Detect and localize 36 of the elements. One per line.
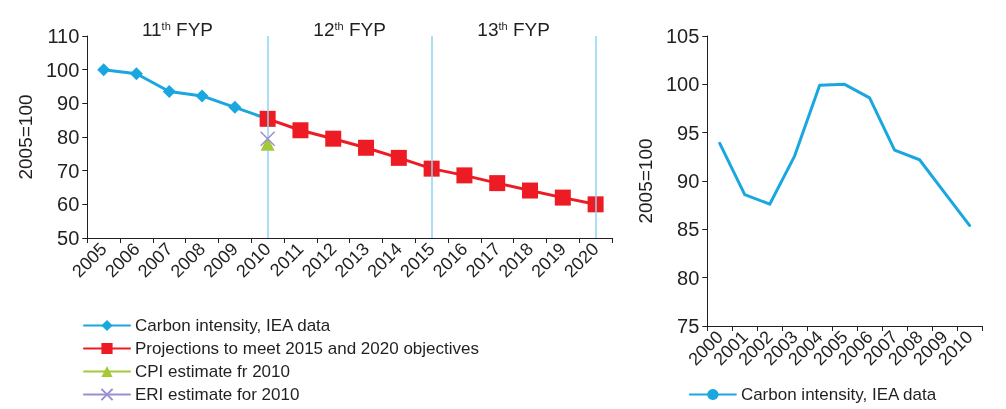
- point: [522, 182, 539, 199]
- y-tick-label: 60: [57, 193, 80, 216]
- line-series: [718, 82, 972, 227]
- y-tick-label: 105: [665, 25, 700, 47]
- legend-label: Projections to meet 2015 and 2020 objectives: [135, 339, 480, 358]
- y-tick-label: 100: [45, 58, 80, 81]
- y-tick-label: 70: [57, 159, 80, 182]
- point: [259, 130, 276, 147]
- y-tick-label: 80: [57, 126, 80, 148]
- point: [358, 139, 375, 156]
- point: [97, 63, 111, 77]
- point: [292, 122, 309, 139]
- legend-label: Carbon intensity, IEA data: [740, 385, 937, 404]
- point: [129, 67, 143, 81]
- y-tick-label: 80: [677, 266, 700, 289]
- y-axis-title: 2005=100: [15, 94, 36, 180]
- point: [489, 175, 506, 192]
- point: [162, 85, 176, 99]
- y-axis-title: 2005=100: [635, 138, 656, 224]
- legend-label: ERI estimate for 2010: [135, 385, 300, 404]
- y-tick-label: 90: [57, 92, 80, 115]
- legend-label: Carbon intensity, IEA data: [135, 316, 331, 335]
- point: [195, 89, 209, 103]
- y-tick-label: 50: [57, 227, 80, 249]
- y-tick-label: 85: [677, 218, 700, 241]
- y-tick-label: 75: [677, 315, 700, 337]
- legend-label: CPI estimate fr 2010: [135, 362, 290, 381]
- point: [390, 149, 407, 166]
- point: [325, 130, 342, 147]
- y-tick-label: 100: [665, 73, 700, 96]
- y-tick-label: 110: [47, 25, 80, 47]
- point: [554, 189, 571, 206]
- point: [456, 167, 473, 184]
- y-tick-label: 90: [677, 170, 700, 192]
- y-tick-label: 95: [677, 121, 700, 144]
- point: [228, 100, 242, 114]
